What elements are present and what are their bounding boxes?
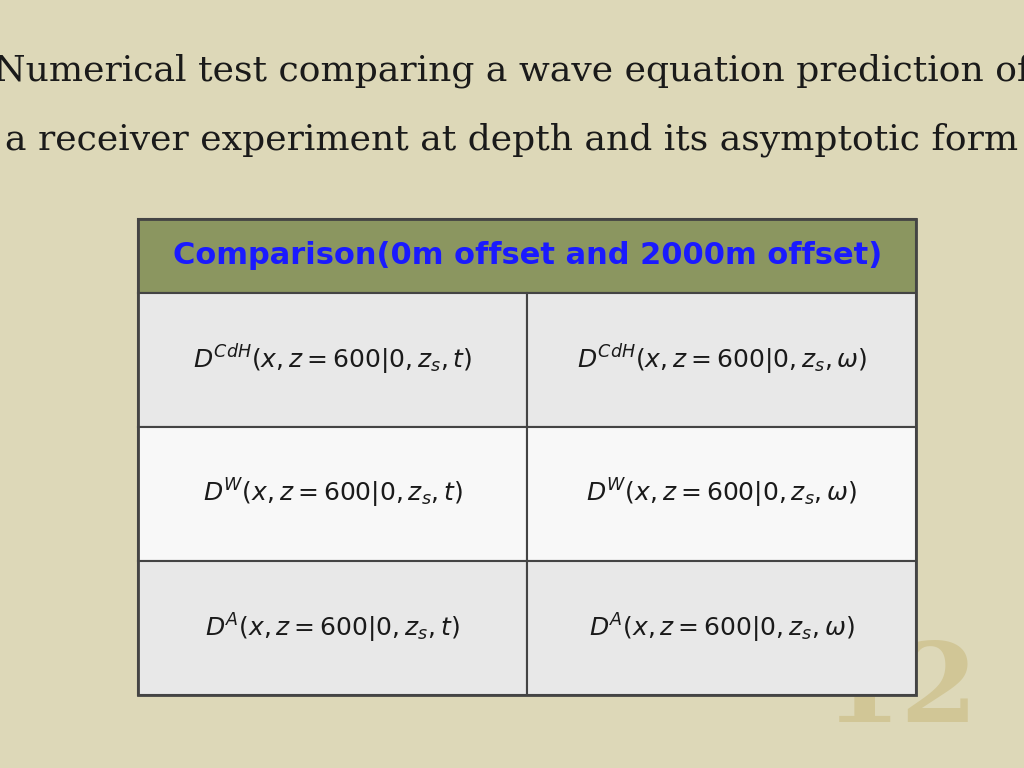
Text: $D^{W}(x, z=600|0, z_s, t)$: $D^{W}(x, z=600|0, z_s, t)$ (203, 477, 463, 511)
Text: Comparison(0m offset and 2000m offset): Comparison(0m offset and 2000m offset) (173, 241, 882, 270)
Text: Numerical test comparing a wave equation prediction of: Numerical test comparing a wave equation… (0, 54, 1024, 88)
Text: $D^{A}(x, z=600|0, z_s, t)$: $D^{A}(x, z=600|0, z_s, t)$ (206, 611, 460, 644)
Bar (138, 219, 916, 293)
Text: $D^{CdH}(x, z=600|0, z_s, \omega)$: $D^{CdH}(x, z=600|0, z_s, \omega)$ (577, 343, 867, 377)
Bar (138, 293, 527, 427)
Text: $D^{W}(x, z=600|0, z_s, \omega)$: $D^{W}(x, z=600|0, z_s, \omega)$ (587, 477, 857, 511)
Text: a receiver experiment at depth and its asymptotic form: a receiver experiment at depth and its a… (5, 123, 1019, 157)
Bar (527, 427, 916, 561)
Bar (527, 293, 916, 427)
Text: 12: 12 (823, 638, 978, 745)
Text: $D^{A}(x, z=600|0, z_s, \omega)$: $D^{A}(x, z=600|0, z_s, \omega)$ (589, 611, 855, 644)
Text: $D^{CdH}(x, z=600|0, z_s, t)$: $D^{CdH}(x, z=600|0, z_s, t)$ (194, 343, 472, 377)
Bar (138, 561, 527, 695)
Bar (138, 427, 527, 561)
Bar (527, 561, 916, 695)
Bar (138, 219, 916, 695)
